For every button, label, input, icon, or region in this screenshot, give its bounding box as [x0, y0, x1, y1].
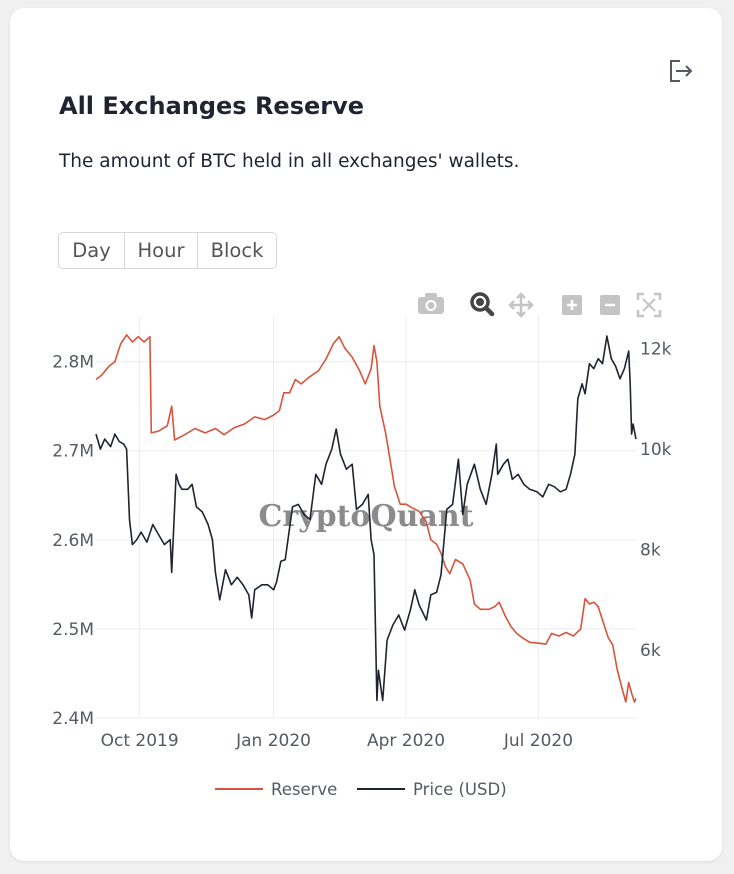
y-left-tick-label: 2.7M	[52, 442, 94, 462]
y-right-tick-label: 6k	[640, 641, 661, 661]
interval-tabs: Day Hour Block	[58, 232, 277, 269]
camera-icon[interactable]	[418, 293, 444, 314]
chart-description: The amount of BTC held in all exchanges'…	[59, 151, 520, 172]
x-tick-label: Oct 2019	[101, 731, 179, 751]
zoom-out-icon[interactable]	[600, 295, 620, 315]
modebar	[418, 292, 662, 318]
legend-item-reserve[interactable]: Reserve	[215, 780, 337, 799]
x-tick-label: Jan 2020	[235, 731, 311, 751]
tab-hour[interactable]: Hour	[124, 232, 198, 269]
zoom-icon[interactable]	[470, 292, 495, 317]
y-left-tick-label: 2.8M	[52, 353, 94, 373]
y-axis-right: 6k 8k 10k 12k	[640, 340, 672, 662]
legend-label-reserve: Reserve	[271, 780, 337, 799]
series-line-reserve	[95, 334, 637, 703]
series-layer	[95, 334, 637, 703]
series-line-price	[95, 335, 637, 702]
grid	[96, 316, 636, 719]
x-axis: Oct 2019 Jan 2020 Apr 2020 Jul 2020	[101, 731, 573, 751]
x-tick-label: Apr 2020	[367, 731, 445, 751]
autoscale-icon[interactable]	[636, 292, 662, 318]
pan-icon[interactable]	[508, 292, 534, 318]
x-tick-label: Jul 2020	[503, 731, 573, 751]
legend-item-price[interactable]: Price (USD)	[357, 780, 507, 799]
chart-card: All Exchanges Reserve The amount of BTC …	[10, 8, 722, 861]
y-right-tick-label: 10k	[640, 440, 672, 460]
y-right-tick-label: 12k	[640, 340, 672, 360]
tab-block[interactable]: Block	[197, 232, 277, 269]
zoom-in-icon[interactable]	[562, 295, 582, 315]
legend: Reserve Price (USD)	[215, 780, 507, 799]
y-left-tick-label: 2.4M	[52, 709, 94, 729]
tab-day[interactable]: Day	[58, 232, 125, 269]
legend-label-price: Price (USD)	[413, 780, 507, 799]
y-left-tick-label: 2.5M	[52, 620, 94, 640]
export-icon[interactable]	[667, 58, 695, 84]
watermark: CryptoQuant	[258, 499, 473, 534]
y-left-tick-label: 2.6M	[52, 531, 94, 551]
chart-title: All Exchanges Reserve	[59, 92, 365, 120]
y-axis-left: 2.4M 2.5M 2.6M 2.7M 2.8M	[52, 353, 94, 729]
y-right-tick-label: 8k	[640, 541, 661, 561]
